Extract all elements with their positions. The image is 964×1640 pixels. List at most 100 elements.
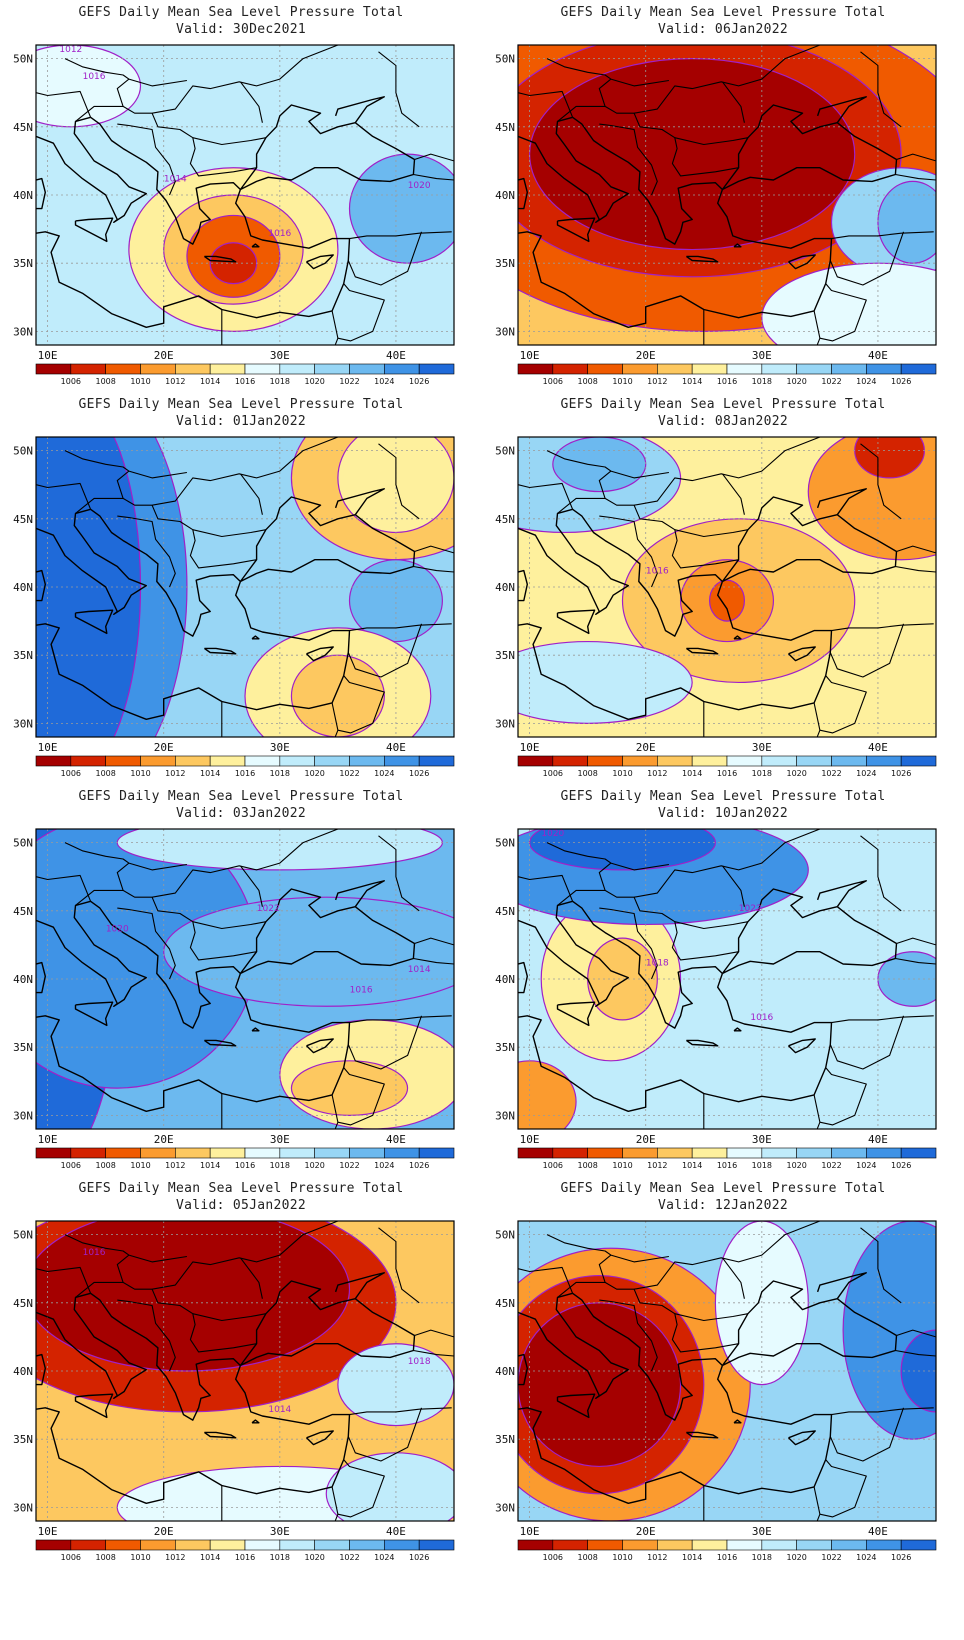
lat-tick-label: 50N xyxy=(13,53,33,66)
colorbar-swatch xyxy=(140,1539,176,1551)
colorbar-swatch xyxy=(866,363,902,375)
pressure-map: 1022 1020 1018 1016 10E 20E 30E 40E 50N 45N 40N 35N… xyxy=(495,828,937,1169)
lon-tick-label: 30E xyxy=(270,349,290,362)
country-border xyxy=(349,1015,452,1024)
country-border xyxy=(829,1407,905,1462)
country-border xyxy=(599,515,658,588)
colorbar-swatch xyxy=(622,363,658,375)
lat-tick-label: 45N xyxy=(495,1297,515,1310)
country-border xyxy=(331,1094,339,1129)
coastline xyxy=(572,116,723,245)
lat-tick-label: 50N xyxy=(495,445,515,458)
panel-valid-date: Valid: 30Dec2021 xyxy=(175,22,307,37)
lon-tick-label: 10E xyxy=(520,1133,540,1146)
country-border xyxy=(239,473,263,515)
coastline xyxy=(685,1039,719,1047)
country-border xyxy=(860,443,902,520)
country-border xyxy=(414,937,454,946)
colorbar-swatch xyxy=(796,755,832,767)
colorbar-label: 1006 xyxy=(61,769,81,777)
coastline xyxy=(251,635,260,640)
colorbar-swatch xyxy=(175,363,211,375)
coastline xyxy=(334,1272,385,1300)
coastline xyxy=(239,1280,416,1367)
contour-label: 1018 xyxy=(408,1357,431,1367)
contour-label: 1016 xyxy=(750,1013,773,1023)
country-border xyxy=(378,835,420,912)
contour-label: 1014 xyxy=(408,965,431,975)
colorbar-label: 1022 xyxy=(339,1161,359,1169)
lon-tick-label: 30E xyxy=(752,1525,772,1538)
colorbar-label: 1006 xyxy=(61,1161,81,1169)
colorbar-swatch xyxy=(517,1539,554,1551)
country-border xyxy=(813,1094,821,1129)
colorbar-swatch xyxy=(691,1147,728,1159)
colorbar-label: 1022 xyxy=(821,377,841,385)
pressure-contour xyxy=(325,1452,454,1521)
colorbar-label: 1012 xyxy=(647,1553,667,1561)
colorbar-swatch xyxy=(35,1539,72,1551)
coastline xyxy=(518,973,833,1112)
coastline xyxy=(556,1393,596,1419)
country-border xyxy=(831,1407,934,1416)
colorbar-swatch xyxy=(244,755,281,767)
coastline xyxy=(721,104,898,191)
lat-tick-label: 40N xyxy=(13,1365,33,1378)
coastline xyxy=(239,104,416,191)
colorbar-swatch xyxy=(314,1147,350,1159)
country-border xyxy=(75,1221,339,1298)
country-border xyxy=(337,283,385,342)
colorbar-swatch xyxy=(314,1539,350,1551)
lat-tick-label: 30N xyxy=(13,717,33,730)
lon-tick-label: 30E xyxy=(270,1133,290,1146)
country-border xyxy=(192,529,267,538)
coastline xyxy=(334,488,385,516)
colorbar-swatch xyxy=(244,363,281,375)
map-panel: GEFS Daily Mean Sea Level Pressure Total… xyxy=(482,392,964,802)
lon-tick-label: 10E xyxy=(38,1133,58,1146)
coastline xyxy=(721,888,898,975)
colorbar-swatch xyxy=(622,755,658,767)
lon-tick-label: 20E xyxy=(636,1525,656,1538)
coastline xyxy=(203,255,237,263)
country-border xyxy=(674,1313,749,1322)
country-border xyxy=(895,957,936,965)
colorbar-label: 1010 xyxy=(130,377,150,385)
coastline xyxy=(90,508,241,637)
coastline xyxy=(572,508,723,637)
colorbar-label: 1018 xyxy=(270,1553,290,1561)
lon-tick-label: 40E xyxy=(868,1133,888,1146)
colorbar-swatch xyxy=(552,1147,588,1159)
pressure-contour xyxy=(529,58,856,251)
country-border xyxy=(813,702,821,737)
colorbar-label: 1020 xyxy=(786,769,806,777)
colorbar-swatch xyxy=(552,363,588,375)
country-border xyxy=(36,90,92,118)
lat-tick-label: 35N xyxy=(495,1041,515,1054)
colorbar-swatch xyxy=(244,1147,281,1159)
colorbar-label: 1016 xyxy=(235,769,255,777)
lat-tick-label: 30N xyxy=(495,1501,515,1514)
coastline xyxy=(518,1292,629,1399)
colorbar-label: 1014 xyxy=(682,1553,702,1561)
colorbar-label: 1008 xyxy=(95,1553,115,1561)
coastline xyxy=(733,1027,742,1032)
coastline xyxy=(36,1353,46,1386)
lon-tick-label: 40E xyxy=(386,1133,406,1146)
coastline xyxy=(518,581,833,720)
colorbar-swatch xyxy=(552,1539,588,1551)
lat-tick-label: 50N xyxy=(495,837,515,850)
country-border xyxy=(347,1407,423,1462)
country-border xyxy=(557,829,821,906)
colorbar-label: 1010 xyxy=(612,1553,632,1561)
pressure-map: 1014 1016 1020 1022 10E 20E 30E 40E 50N 45N 40N 35N… xyxy=(13,828,455,1169)
country-border xyxy=(813,310,821,345)
country-border xyxy=(117,907,176,980)
lat-tick-label: 30N xyxy=(13,1109,33,1122)
coastline xyxy=(572,900,723,1029)
coastline xyxy=(685,255,719,263)
lat-tick-label: 40N xyxy=(13,189,33,202)
map-frame xyxy=(517,1220,937,1522)
panel-title: GEFS Daily Mean Sea Level Pressure Total xyxy=(78,789,404,804)
country-border xyxy=(829,231,905,286)
